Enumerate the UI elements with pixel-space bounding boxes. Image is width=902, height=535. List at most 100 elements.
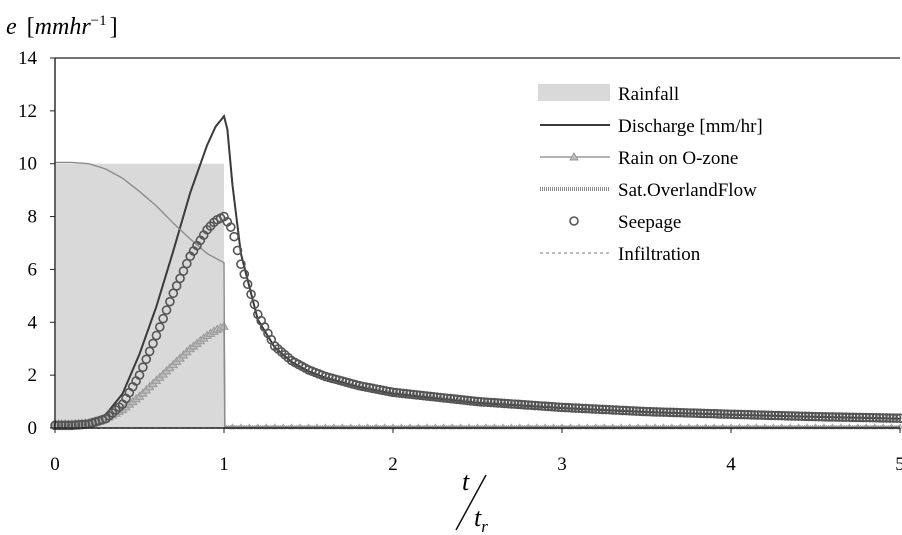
y-tick-label: 10: [18, 154, 37, 175]
seepage-point: [530, 400, 540, 411]
seepage-point: [560, 402, 571, 413]
seepage-point: [874, 413, 885, 423]
seepage-point: [820, 412, 831, 422]
seepage-point: [672, 407, 682, 418]
legend-item: Rain on O-zone: [540, 148, 738, 169]
seepage-point: [685, 408, 696, 418]
x-tick-label: 3: [557, 454, 567, 475]
seepage-point: [841, 412, 851, 423]
x-tick-label: 4: [726, 454, 736, 475]
seepage-point: [550, 402, 561, 412]
x-axis-numerator: t: [462, 467, 470, 496]
seepage-point: [151, 330, 162, 341]
series-sat-overlandflow: [55, 161, 900, 429]
seepage-point: [148, 338, 158, 349]
seepage-point: [607, 405, 618, 415]
seepage-point: [729, 409, 740, 420]
seepage-point: [459, 395, 469, 405]
seepage-point: [553, 402, 564, 412]
series-seepage: [50, 211, 902, 431]
seepage-point: [509, 399, 520, 409]
seepage-point: [655, 407, 665, 417]
seepage-point: [489, 397, 500, 408]
seepage-point: [621, 405, 632, 416]
seepage-point: [229, 231, 239, 242]
seepage-point: [692, 408, 703, 419]
seepage-point: [827, 412, 838, 422]
seepage-point: [766, 410, 777, 421]
seepage-point: [648, 407, 659, 417]
series-discharge-mm-hr-: [55, 113, 901, 424]
seepage-point: [428, 391, 439, 402]
seepage-point: [418, 390, 429, 401]
seepage-point: [405, 389, 415, 399]
legend-item: Infiltration: [540, 244, 701, 265]
y-axis-label: e [mmhr−1]: [6, 13, 118, 40]
seepage-point: [817, 411, 828, 422]
seepage-point: [492, 398, 503, 408]
seepage-point: [154, 322, 165, 332]
seepage-point: [709, 408, 719, 419]
seepage-point: [858, 412, 868, 423]
seepage-point: [695, 408, 706, 419]
seepage-point: [242, 279, 253, 290]
y-tick-label: 4: [28, 312, 38, 333]
seepage-point: [516, 399, 527, 410]
seepage-point: [523, 400, 534, 410]
seepage-point: [469, 396, 479, 407]
seepage-point: [736, 409, 746, 420]
seepage-point: [513, 399, 523, 410]
seepage-point: [641, 406, 652, 417]
seepage-point: [732, 409, 743, 420]
seepage-point: [134, 370, 145, 380]
seepage-point: [830, 412, 841, 422]
seepage-point: [746, 410, 757, 420]
seepage-point: [56, 420, 67, 431]
seepage-point: [702, 408, 713, 419]
seepage-point: [225, 222, 236, 232]
seepage-point: [634, 406, 645, 417]
seepage-point: [776, 410, 787, 421]
legend-item: Discharge [mm/hr]: [540, 116, 763, 137]
seepage-point: [749, 410, 760, 420]
seepage-point: [624, 405, 635, 416]
y-axis-variable: e: [6, 14, 17, 40]
seepage-point: [739, 409, 750, 420]
legend-label: Rainfall: [618, 84, 679, 105]
seepage-point: [526, 400, 537, 411]
seepage-point: [415, 390, 425, 401]
seepage-point: [868, 412, 878, 423]
seepage-point: [824, 412, 834, 422]
seepage-point: [756, 410, 767, 420]
y-tick-label: 6: [28, 259, 38, 280]
y-axis-unit: mmhr: [35, 14, 92, 40]
seepage-point: [678, 407, 689, 418]
seepage-point: [712, 409, 723, 419]
seepage-point: [462, 395, 473, 406]
seepage-point: [793, 411, 804, 421]
seepage-point: [614, 405, 625, 416]
seepage-point: [878, 413, 888, 423]
seepage-point: [442, 393, 452, 404]
seepage-point: [722, 409, 733, 419]
seepage-point: [881, 413, 892, 423]
seepage-point: [506, 399, 517, 409]
seepage-point: [783, 411, 794, 421]
seepage-point: [249, 299, 260, 310]
seepage-point: [60, 420, 70, 431]
seepage-point: [780, 410, 790, 421]
seepage-point: [584, 403, 594, 414]
seepage-point: [604, 404, 615, 415]
seepage-point: [540, 401, 550, 412]
seepage-point: [452, 394, 463, 405]
seepage-point: [449, 394, 459, 404]
seepage-point: [445, 393, 456, 404]
seepage-point: [482, 397, 493, 408]
seepage-point: [144, 346, 155, 357]
rainfall-bar: [56, 163, 224, 428]
y-tick-label: 8: [28, 207, 38, 228]
seepage-point: [587, 404, 598, 414]
seepage-point: [861, 412, 872, 423]
legend-marker: [569, 151, 579, 161]
